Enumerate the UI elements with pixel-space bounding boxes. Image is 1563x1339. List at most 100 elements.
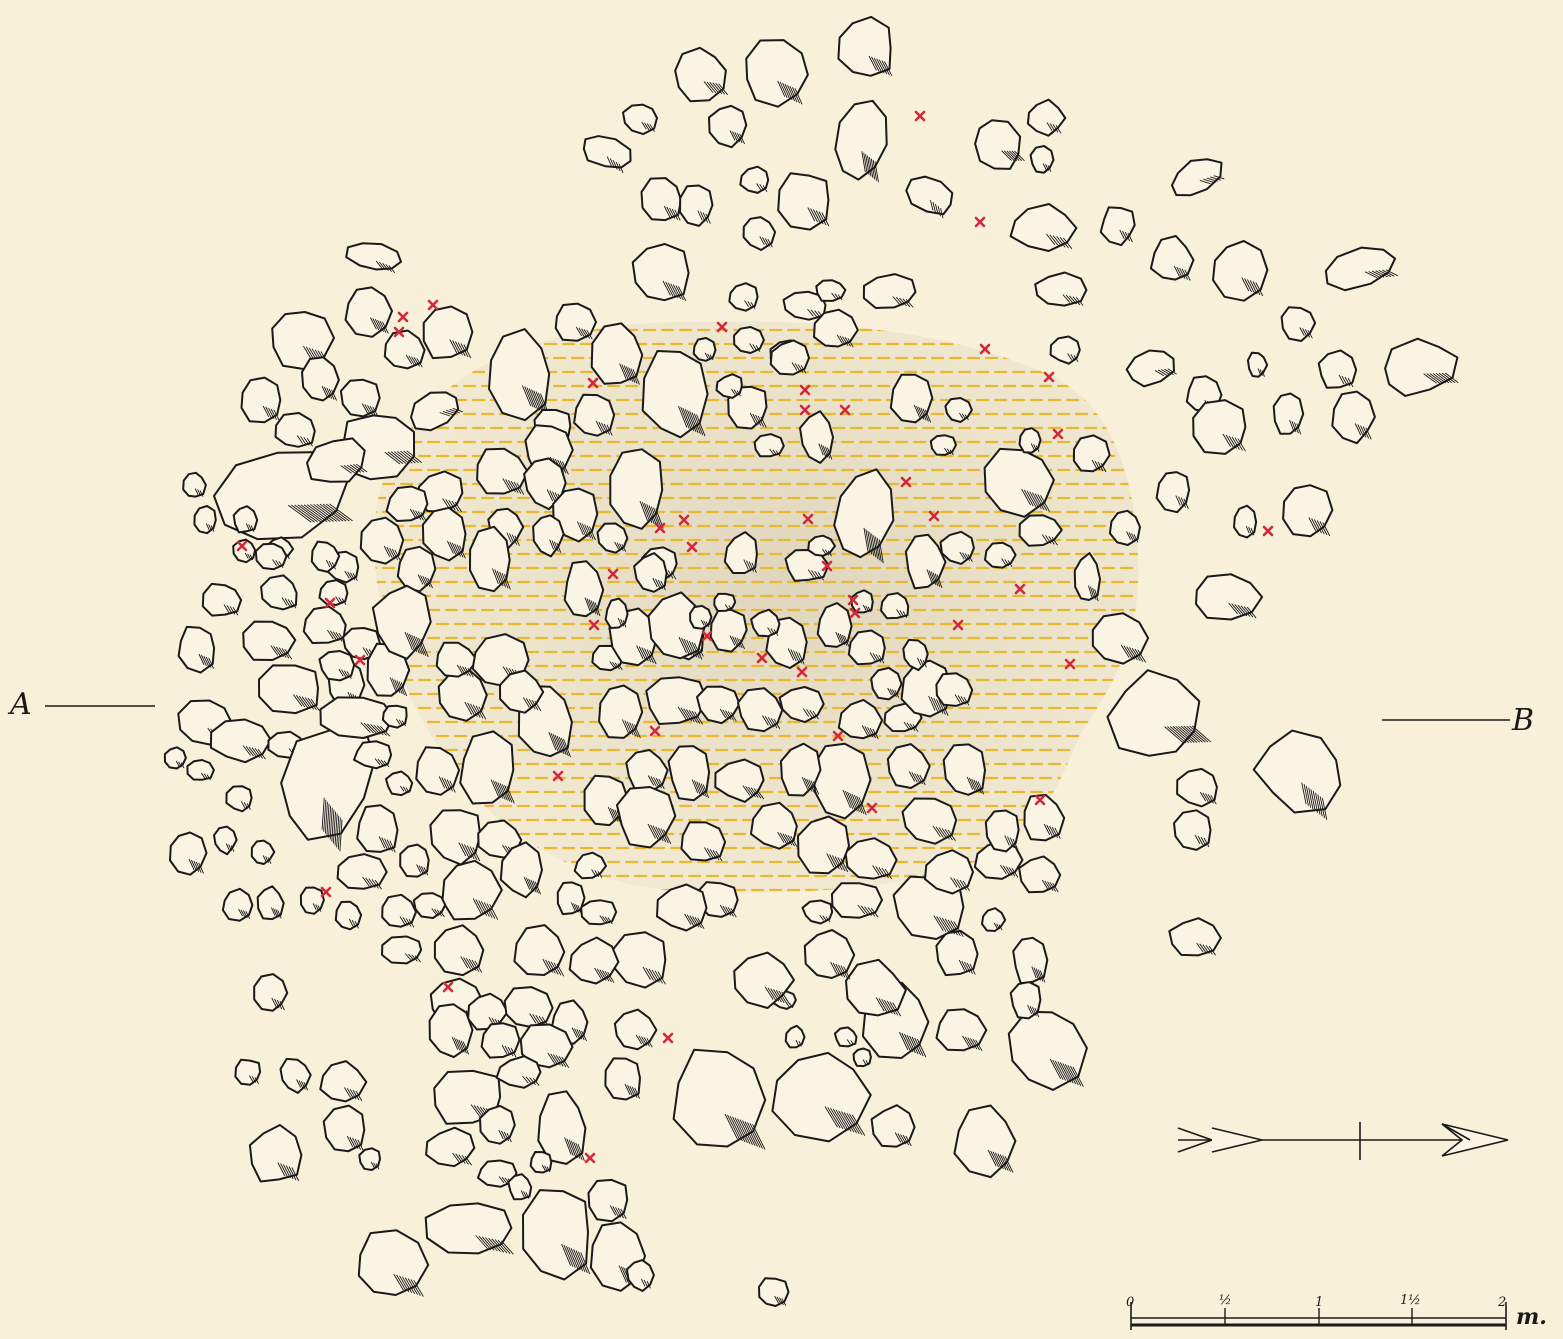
stone bbox=[424, 1202, 514, 1255]
stone bbox=[1176, 767, 1218, 808]
stone bbox=[753, 433, 785, 458]
stone bbox=[428, 1003, 474, 1059]
stone bbox=[1091, 612, 1150, 665]
stone bbox=[904, 533, 947, 590]
stone bbox=[1168, 917, 1222, 957]
red-cross-icon bbox=[678, 514, 690, 526]
stone bbox=[371, 584, 432, 660]
stone bbox=[399, 843, 430, 878]
stone bbox=[1073, 552, 1101, 602]
red-cross-icon bbox=[584, 1152, 596, 1164]
stone bbox=[253, 973, 289, 1012]
stone bbox=[422, 305, 474, 360]
stones bbox=[163, 15, 1459, 1307]
stone bbox=[758, 1277, 790, 1307]
stone bbox=[1384, 337, 1459, 397]
stone bbox=[944, 397, 973, 423]
stone bbox=[900, 659, 953, 718]
stone bbox=[1173, 809, 1212, 851]
red-cross-icon bbox=[649, 725, 661, 737]
stone bbox=[590, 322, 644, 385]
stone bbox=[708, 104, 748, 149]
stone bbox=[889, 373, 934, 424]
stone bbox=[568, 936, 620, 985]
stone bbox=[1012, 936, 1049, 985]
stone bbox=[177, 625, 216, 674]
red-cross-icon bbox=[900, 476, 912, 488]
stone bbox=[782, 290, 827, 321]
scale-tick-label-1: 1 bbox=[1315, 1295, 1324, 1310]
stone bbox=[953, 1104, 1017, 1179]
stone bbox=[537, 1090, 587, 1165]
stone bbox=[656, 883, 708, 932]
red-cross-icon bbox=[821, 560, 833, 572]
stone bbox=[1170, 158, 1225, 197]
stone bbox=[1317, 349, 1358, 389]
stone bbox=[532, 514, 565, 558]
stone bbox=[479, 1104, 516, 1145]
stone bbox=[870, 1104, 916, 1148]
stone bbox=[507, 1173, 533, 1201]
stone bbox=[356, 804, 399, 853]
stone bbox=[213, 825, 238, 856]
stone bbox=[799, 410, 834, 464]
stone bbox=[728, 282, 759, 312]
stone bbox=[421, 506, 467, 562]
stone bbox=[339, 378, 381, 418]
stone bbox=[1023, 793, 1066, 842]
stone bbox=[692, 337, 717, 362]
stone bbox=[336, 853, 388, 890]
red-cross-icon bbox=[427, 299, 439, 311]
stone bbox=[1018, 427, 1042, 454]
stone bbox=[833, 468, 895, 564]
stone bbox=[631, 243, 690, 302]
stone bbox=[234, 1058, 262, 1086]
stone bbox=[901, 797, 958, 845]
stone bbox=[733, 326, 765, 354]
stone bbox=[750, 801, 798, 850]
stone bbox=[598, 684, 644, 739]
stone bbox=[640, 177, 682, 222]
stone bbox=[459, 730, 515, 805]
stone bbox=[797, 815, 850, 875]
stone bbox=[604, 597, 629, 629]
stone bbox=[834, 99, 888, 183]
stone bbox=[807, 534, 836, 557]
stone bbox=[929, 434, 957, 456]
scale-tick-label-half: ½ bbox=[1219, 1293, 1232, 1308]
red-cross-icon bbox=[979, 343, 991, 355]
stone bbox=[1029, 145, 1055, 174]
stone bbox=[769, 339, 810, 376]
scale-tick-label-2: 2 bbox=[1498, 1295, 1507, 1310]
stone bbox=[984, 809, 1020, 853]
red-cross-icon bbox=[839, 404, 851, 416]
stone bbox=[279, 1057, 312, 1094]
stone bbox=[1108, 509, 1141, 546]
stone bbox=[737, 687, 784, 733]
stone bbox=[935, 1008, 988, 1052]
section-line bbox=[45, 705, 1510, 721]
section-label-b: B bbox=[1512, 703, 1535, 738]
stone bbox=[845, 958, 907, 1017]
stone bbox=[1034, 271, 1088, 307]
stone bbox=[679, 184, 714, 227]
stone bbox=[412, 892, 447, 919]
red-cross-icon bbox=[442, 981, 454, 993]
red-cross-icon bbox=[354, 654, 366, 666]
red-cross-icon bbox=[928, 510, 940, 522]
stone bbox=[248, 1124, 303, 1183]
stone bbox=[1106, 669, 1212, 757]
stone bbox=[667, 745, 711, 802]
stone bbox=[844, 837, 898, 880]
stone bbox=[499, 669, 545, 714]
stone bbox=[935, 672, 974, 707]
stone bbox=[302, 605, 347, 644]
red-cross-icon bbox=[832, 730, 844, 742]
stone bbox=[1149, 235, 1195, 281]
stone bbox=[580, 899, 618, 926]
stone bbox=[942, 743, 986, 796]
stone bbox=[1246, 351, 1269, 378]
stone bbox=[495, 1055, 542, 1089]
stone bbox=[301, 356, 340, 402]
